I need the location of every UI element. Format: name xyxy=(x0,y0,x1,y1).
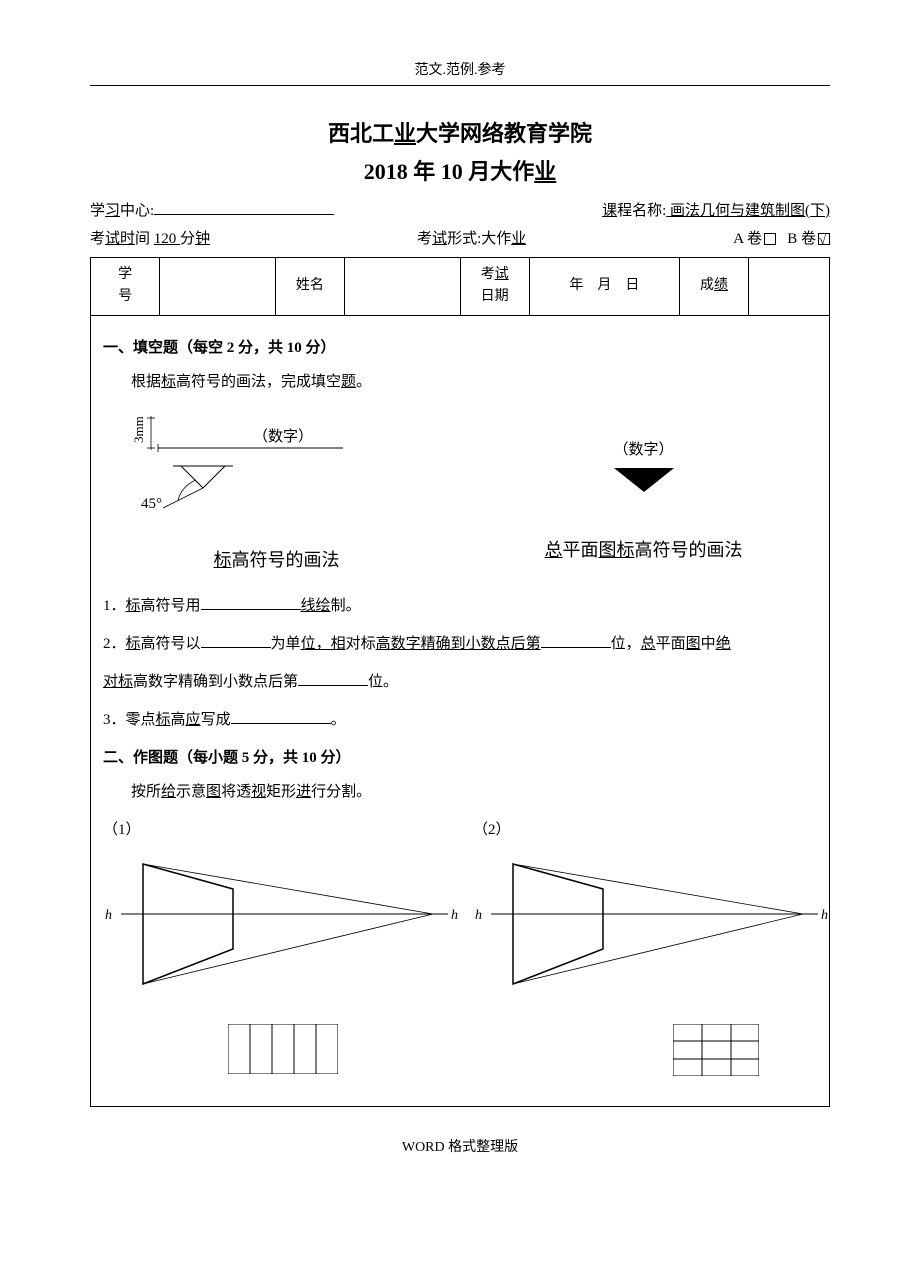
q2b: 对标高数字精确到小数点后第位。 xyxy=(103,670,817,694)
info-table: 学号 姓名 考试日期 年 月 日 成绩 xyxy=(90,257,830,316)
t1a: 西北工 xyxy=(328,121,394,146)
lbl: 钟 xyxy=(195,231,210,247)
perspective-row: （1） h h （2） xyxy=(103,818,817,1076)
lbl: 考 xyxy=(417,231,432,247)
perspective-1: （1） h h xyxy=(103,818,463,1074)
t1b: 业 xyxy=(394,121,416,146)
meta-row-1: 学习中心: 课程名称: 画法几何与建筑制图(下) xyxy=(90,199,830,223)
lbl: 间 xyxy=(135,231,150,247)
t2b: 业 xyxy=(534,159,556,184)
lbl: 试 xyxy=(432,231,447,247)
mm-label: 3mm xyxy=(131,416,146,443)
section-1-title: 一、填空题（每空 2 分，共 10 分） xyxy=(103,336,817,360)
cell-name-label: 姓名 xyxy=(275,257,344,315)
exam-form: 考试形式:大作业 xyxy=(417,227,526,251)
cell-exam-date-label: 考试日期 xyxy=(460,257,529,315)
svg-text:h: h xyxy=(821,908,828,923)
paper-select: A 卷 B 卷 xyxy=(733,227,830,251)
lbl: 分 xyxy=(180,231,195,247)
t2a: 2018 年 10 月大作 xyxy=(364,159,535,184)
svg-text:h: h xyxy=(475,908,482,923)
main-content: 一、填空题（每空 2 分，共 10 分） 根据标高符号的画法，完成填空题。 3m… xyxy=(90,316,830,1108)
title-line-2: 2018 年 10 月大作业 xyxy=(90,154,830,189)
page-footer: WORD 格式整理版 xyxy=(90,1137,830,1159)
lbl: 学 xyxy=(90,203,105,219)
q1: 1．标高符号用线绘制。 xyxy=(103,594,817,618)
right-caption: 总平面图标高符号的画法 xyxy=(470,536,817,565)
section-1-intro: 根据标高符号的画法，完成填空题。 xyxy=(103,370,817,394)
t1c: 大学网络教育学院 xyxy=(416,121,592,146)
blank xyxy=(154,200,334,215)
lbl: 试时 xyxy=(105,231,135,247)
diagram-site-plan-symbol: （数字） 总平面图标高符号的画法 xyxy=(470,408,817,575)
perspective-2: （2） h h xyxy=(473,818,833,1076)
cell-name xyxy=(345,257,460,315)
svg-text:（数字）: （数字） xyxy=(253,428,313,445)
course-value: 画法几何与建筑制图(下) xyxy=(666,203,830,219)
cell-score xyxy=(749,257,830,315)
paper-b-label: B 卷 xyxy=(787,231,816,247)
sub2-label: （2） xyxy=(473,818,833,842)
svg-text:h: h xyxy=(451,908,458,923)
time-value: 120 xyxy=(154,231,180,247)
lbl: 课 xyxy=(602,203,617,219)
sub1-label: （1） xyxy=(103,818,463,842)
q3: 3．零点标高应写成。 xyxy=(103,708,817,732)
lbl: 业 xyxy=(511,231,526,247)
page-header: 范文.范例.参考 xyxy=(90,60,830,86)
num-label-right: （数字） xyxy=(470,438,817,462)
meta-row-2: 考试时间 120 分钟 考试形式:大作业 A 卷 B 卷 xyxy=(90,227,830,251)
left-caption: 标高符号的画法 xyxy=(103,546,450,575)
cell-student-id-label: 学号 xyxy=(91,257,160,315)
course-name: 课程名称: 画法几何与建筑制图(下) xyxy=(602,199,830,223)
diagram-row-1: 3mm 45° （数字） 标高符号的画法 xyxy=(103,408,817,575)
section-2-title: 二、作图题（每小题 5 分，共 10 分） xyxy=(103,746,817,770)
cell-student-id xyxy=(160,257,275,315)
diagram-elevation-symbol: 3mm 45° （数字） 标高符号的画法 xyxy=(103,408,450,575)
paper-a-checkbox xyxy=(764,233,776,245)
paper-a-label: A 卷 xyxy=(733,231,762,247)
lbl: 程名称: xyxy=(617,203,666,219)
cell-score-label: 成绩 xyxy=(679,257,748,315)
lbl: 形式:大作 xyxy=(447,231,511,247)
svg-text:45°: 45° xyxy=(141,496,162,512)
exam-time: 考试时间 120 分钟 xyxy=(90,227,210,251)
svg-text:h: h xyxy=(105,908,112,923)
cell-exam-date: 年 月 日 xyxy=(529,257,679,315)
lbl: 习 xyxy=(105,203,120,219)
lbl: 考 xyxy=(90,231,105,247)
lbl: 中心: xyxy=(120,203,154,219)
section-2-intro: 按所给示意图将透视矩形进行分割。 xyxy=(103,780,817,804)
study-center: 学习中心: xyxy=(90,199,334,223)
q2: 2．标高符号以为单位，相对标高数字精确到小数点后第位，总平面图中绝 xyxy=(103,632,817,656)
paper-b-checkbox xyxy=(818,233,830,245)
title-line-1: 西北工业大学网络教育学院 xyxy=(90,116,830,151)
